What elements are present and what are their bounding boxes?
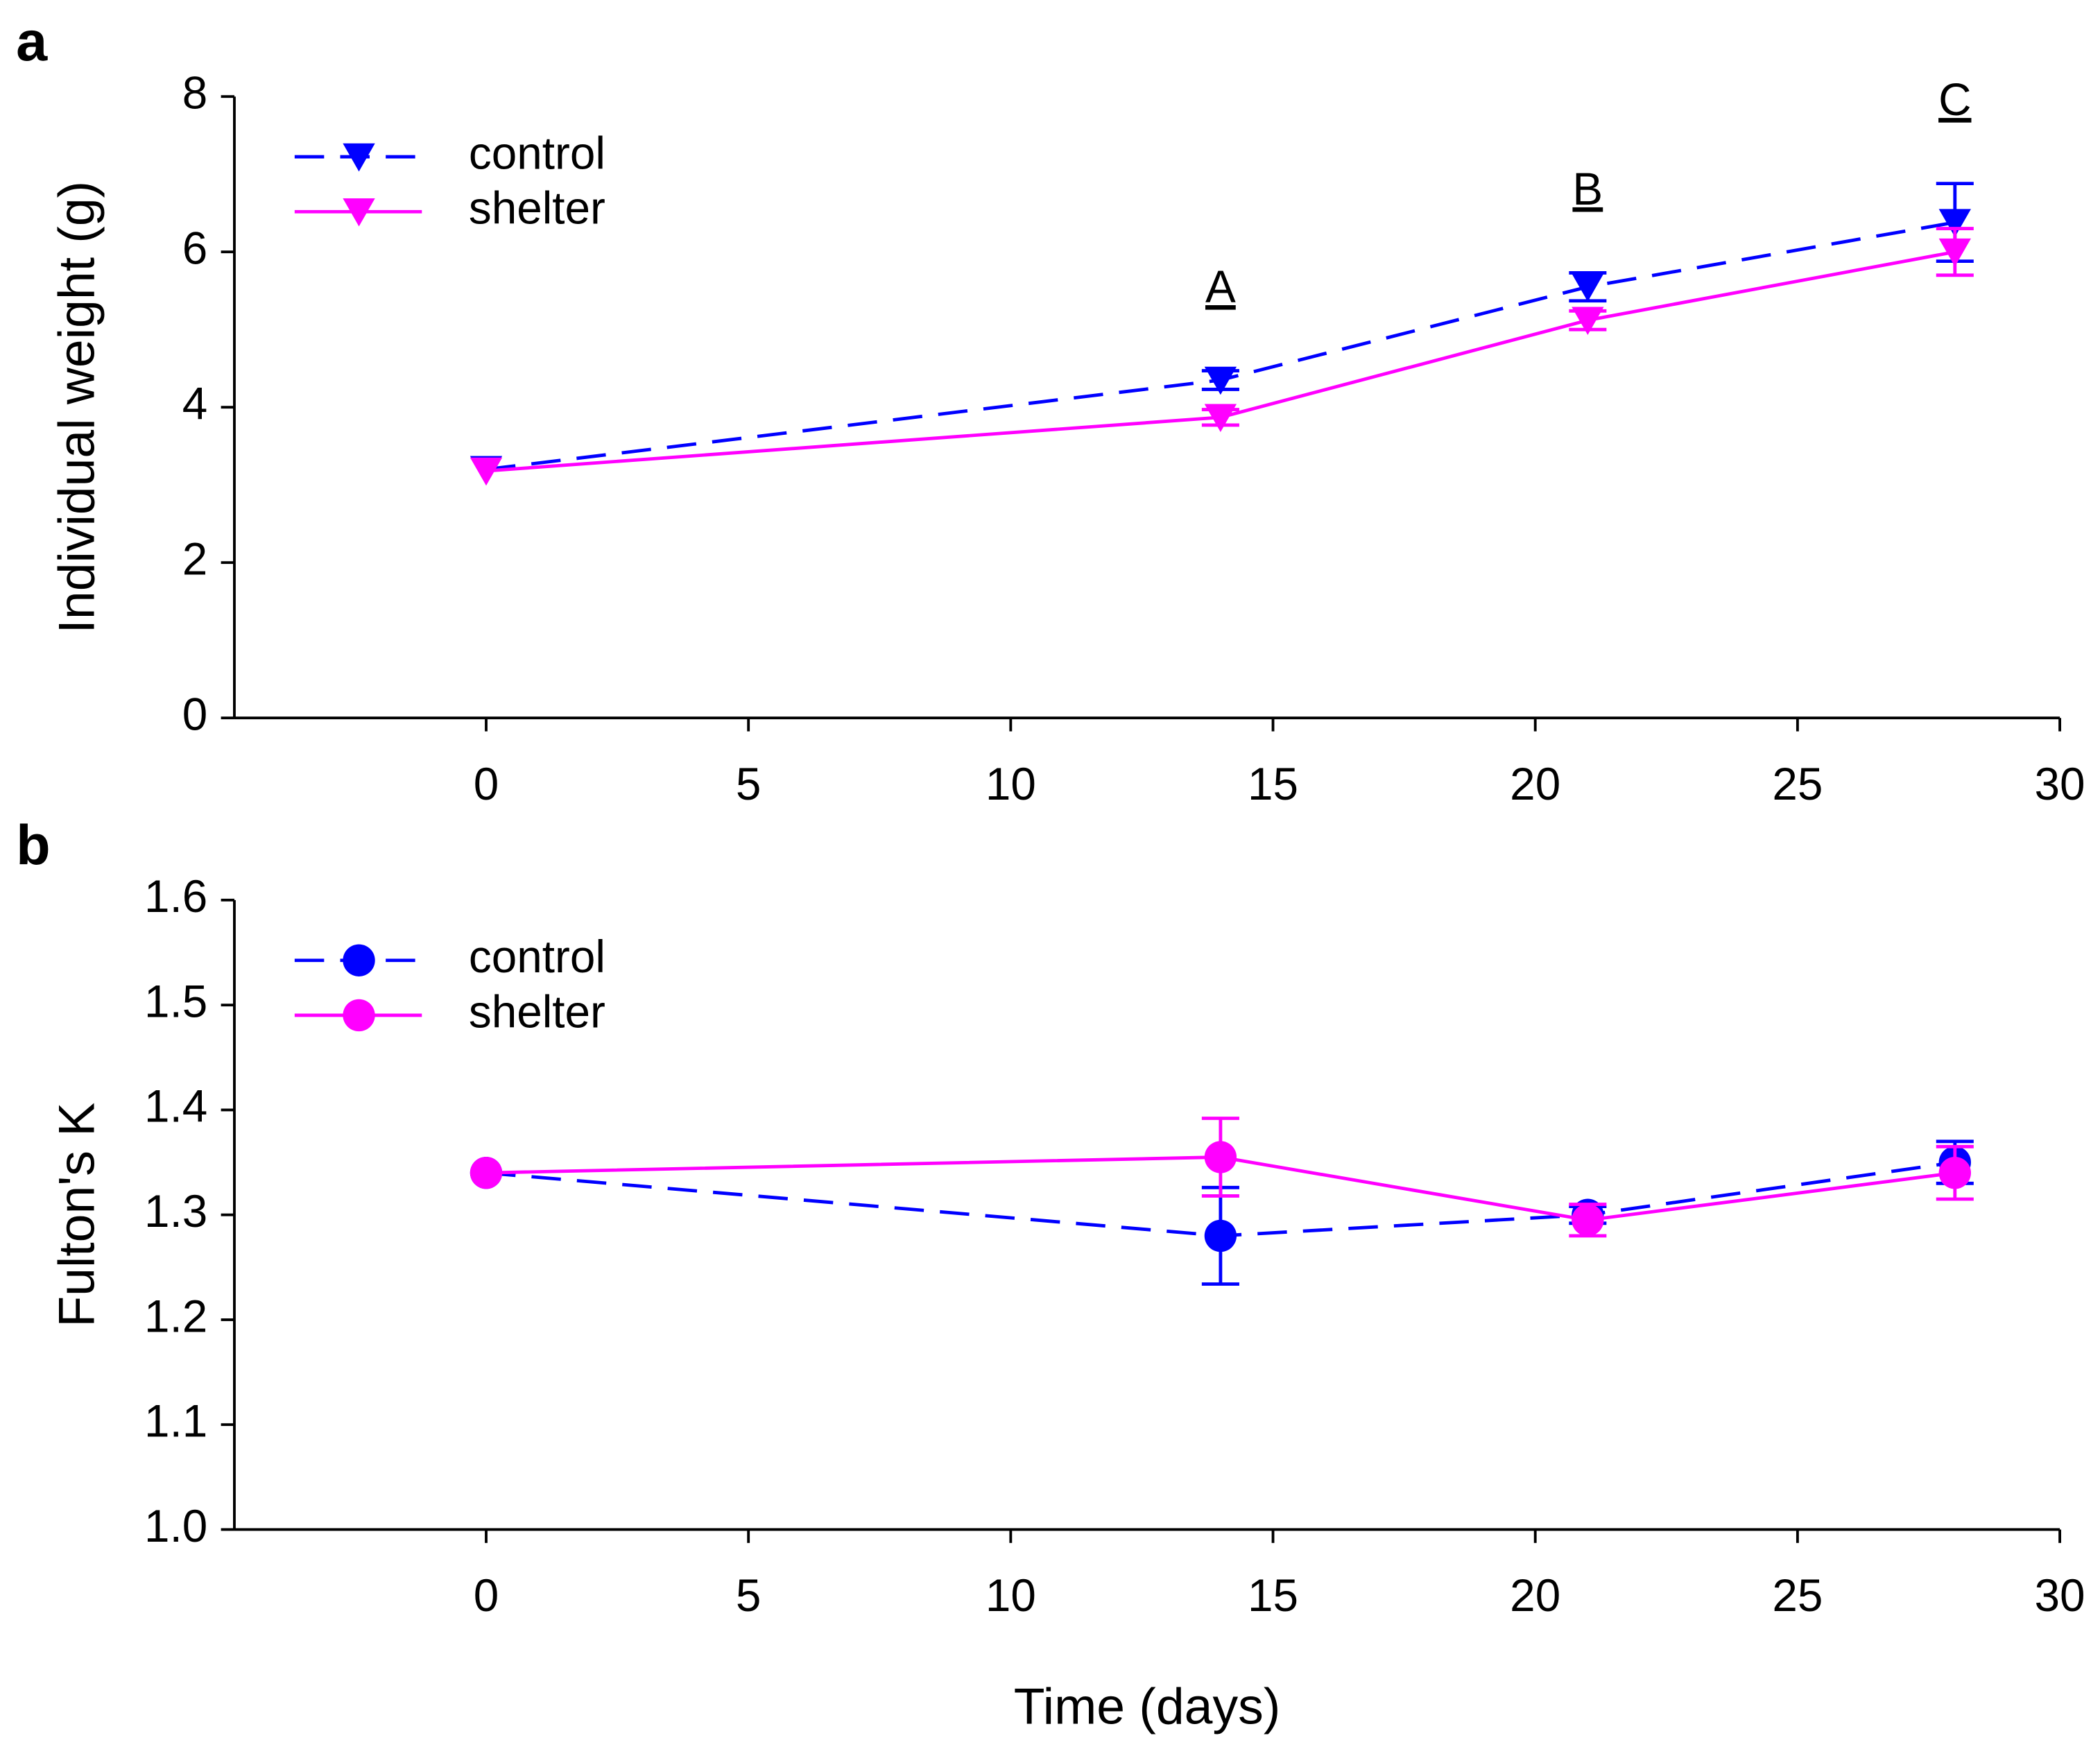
annotation: C [1938,74,1971,125]
legend-label: control [469,128,605,178]
x-tick-label: 5 [736,759,761,809]
x-tick-label: 0 [474,1570,499,1621]
y-tick-label: 2 [182,534,208,585]
x-tick-label: 25 [1772,1570,1823,1621]
x-tick-label: 10 [986,1570,1036,1621]
legend-label: shelter [469,183,605,234]
legend-marker [343,198,375,227]
legend-marker [343,999,375,1032]
y-tick-label: 0 [182,689,208,740]
marker [1572,273,1604,302]
marker [1938,1156,1971,1189]
marker [1938,209,1971,237]
legend-label: control [469,931,605,982]
annotation: B [1572,164,1603,214]
x-tick-label: 15 [1248,1570,1298,1621]
x-tick-label: 30 [2035,1570,2085,1621]
y-tick-label: 1.6 [144,871,207,922]
marker [1572,1204,1604,1237]
y-axis-label: Fulton's K [48,1103,105,1327]
marker [1572,307,1604,336]
marker [1204,1219,1237,1253]
series-line [485,221,1956,472]
x-tick-label: 15 [1248,759,1298,809]
series-line [485,1160,1956,1238]
y-tick-label: 8 [182,68,208,119]
x-tick-label: 10 [986,759,1036,809]
marker [1938,238,1971,267]
marker [1204,1141,1237,1173]
x-tick-label: 20 [1510,1570,1560,1621]
y-tick-label: 1.3 [144,1186,207,1237]
marker [470,457,503,486]
legend-marker [343,143,375,172]
annotation: A [1205,261,1236,312]
y-tick-label: 6 [182,223,208,274]
x-tick-label: 20 [1510,759,1560,809]
panel-label: b [16,814,51,877]
x-tick-label: 30 [2035,759,2085,809]
panel-label: a [16,10,48,73]
series-line [485,1155,1956,1222]
y-tick-label: 1.2 [144,1291,207,1341]
series-line [485,250,1956,473]
y-axis-label: Individual weight (g) [48,181,105,634]
y-tick-label: 1.1 [144,1396,207,1447]
legend-label: shelter [469,986,605,1037]
y-tick-label: 1.0 [144,1501,207,1551]
y-tick-label: 1.4 [144,1081,207,1132]
x-axis-label: Time (days) [1014,1678,1281,1735]
y-tick-label: 4 [182,379,208,429]
x-tick-label: 0 [474,759,499,809]
x-tick-label: 5 [736,1570,761,1621]
legend-marker [343,944,375,976]
y-tick-label: 1.5 [144,976,207,1026]
x-tick-label: 25 [1772,759,1823,809]
marker [1204,404,1237,433]
marker [470,1156,503,1189]
marker [1204,366,1237,395]
